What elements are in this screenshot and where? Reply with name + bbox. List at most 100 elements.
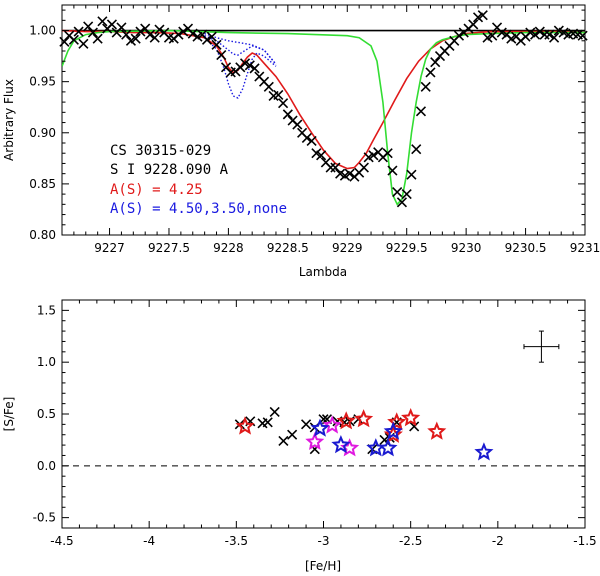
point-blue-star xyxy=(474,442,494,461)
observed-point-stroke xyxy=(301,132,312,143)
observed-point xyxy=(73,26,84,37)
point-cross xyxy=(269,406,280,417)
observed-point xyxy=(282,109,293,120)
observed-point xyxy=(487,30,498,41)
top-x-tick-label: 9228.5 xyxy=(267,241,309,255)
bottom-x-tick-label: -3 xyxy=(318,534,330,548)
observed-point xyxy=(121,29,132,40)
observed-point xyxy=(144,29,156,40)
annotation-red-abundance: A(S) = 4.25 xyxy=(110,182,203,198)
point-cross-stroke xyxy=(379,434,390,445)
bottom-plot-frame xyxy=(61,299,586,529)
observed-point-stroke xyxy=(368,150,379,161)
bottom-error-bar xyxy=(523,330,560,363)
observed-point-stroke xyxy=(73,26,84,37)
point-cross xyxy=(278,435,289,447)
series-line-green-fit xyxy=(62,29,585,206)
observed-point xyxy=(468,19,479,30)
point-cross-stroke xyxy=(301,419,312,430)
observed-point xyxy=(140,23,151,34)
observed-point xyxy=(59,36,70,47)
point-blue-star xyxy=(383,421,403,440)
observed-point-stroke xyxy=(577,30,588,41)
observed-point-stroke xyxy=(244,60,255,71)
observed-point-stroke xyxy=(487,30,498,41)
observed-point-stroke xyxy=(553,25,564,36)
observed-point xyxy=(273,89,284,101)
observed-point xyxy=(392,187,403,198)
observed-point-stroke xyxy=(387,165,398,176)
observed-point xyxy=(154,24,165,35)
point-cross xyxy=(301,419,312,430)
observed-point-stroke xyxy=(92,33,103,44)
bottom-chart: -4.5 -4 -3.5 -3 -2.5 -2 -1.5 -0.50.00.51.01.5 … xyxy=(2,299,597,573)
observed-point xyxy=(244,60,255,71)
observed-point-stroke xyxy=(292,119,303,130)
observed-point xyxy=(211,39,222,50)
observed-point xyxy=(216,50,227,61)
observed-point-stroke xyxy=(263,81,274,92)
top-x-tick-label: 9229 xyxy=(332,241,363,255)
observed-point xyxy=(78,38,89,49)
top-y-axis-label: Arbitrary Flux xyxy=(2,79,16,161)
bottom-x-tick-labels: -4.5 -4 -3.5 -3 -2.5 -2 -1.5 xyxy=(50,534,596,548)
observed-point xyxy=(544,29,555,40)
point-cross-stroke xyxy=(269,406,280,417)
observed-point xyxy=(549,32,560,43)
top-x-axis-label: Lambda xyxy=(299,265,347,279)
observed-point-stroke xyxy=(453,30,465,41)
observed-point-stroke xyxy=(411,144,422,155)
top-y-tick-label: 0.80 xyxy=(29,228,56,242)
observed-point-stroke xyxy=(106,19,117,30)
point-blue-star xyxy=(310,418,330,437)
observed-point-stroke xyxy=(135,26,146,37)
observed-point-stroke xyxy=(282,109,293,120)
observed-point xyxy=(83,21,94,32)
top-y-tick-labels: 0.80 0.85 0.90 0.95 1.00 xyxy=(29,24,56,242)
observed-point-stroke xyxy=(496,27,507,38)
observed-point xyxy=(106,19,117,30)
observed-point-stroke xyxy=(87,27,98,38)
observed-point xyxy=(263,81,274,92)
top-y-tick-label: 0.85 xyxy=(29,177,56,191)
observed-point-stroke xyxy=(335,168,346,179)
observed-point xyxy=(358,162,369,173)
bottom-x-tick-label: -1.5 xyxy=(573,534,596,548)
observed-point xyxy=(130,33,141,44)
observed-point xyxy=(97,16,108,27)
observed-point xyxy=(206,31,217,42)
observed-point-stroke xyxy=(130,33,141,44)
observed-point xyxy=(401,189,412,200)
observed-point-stroke xyxy=(468,19,479,30)
observed-point-stroke xyxy=(477,10,488,21)
observed-point xyxy=(382,148,393,159)
observed-point-stroke xyxy=(239,58,251,69)
observed-point xyxy=(187,28,198,39)
bottom-y-tick-labels: -0.5 0.0 0.5 1.0 1.5 xyxy=(33,303,56,524)
top-axis-ticks xyxy=(62,5,586,236)
point-red-star xyxy=(387,412,407,431)
observed-point xyxy=(425,67,436,78)
observed-point-stroke xyxy=(220,62,232,73)
observed-point-stroke xyxy=(159,27,170,38)
observed-point xyxy=(406,169,417,180)
observed-point-stroke xyxy=(491,22,503,33)
observed-point-stroke xyxy=(325,162,336,173)
bottom-y-tick-label: 0.5 xyxy=(37,407,56,421)
observed-point xyxy=(534,26,545,37)
observed-point xyxy=(92,33,103,44)
observed-point xyxy=(430,57,441,68)
point-cross-stroke xyxy=(278,435,289,447)
top-observed-points xyxy=(59,10,588,208)
observed-point-stroke xyxy=(78,38,89,49)
point-red-star xyxy=(354,409,374,428)
observed-point-stroke xyxy=(401,189,412,200)
bottom-y-tick-label: 1.5 xyxy=(37,303,56,317)
point-cross xyxy=(262,417,273,428)
top-x-tick-label: 9227.5 xyxy=(148,241,190,255)
point-red-star xyxy=(383,424,403,443)
observed-point xyxy=(387,165,398,176)
observed-point xyxy=(477,10,488,21)
observed-point-stroke xyxy=(425,67,436,78)
